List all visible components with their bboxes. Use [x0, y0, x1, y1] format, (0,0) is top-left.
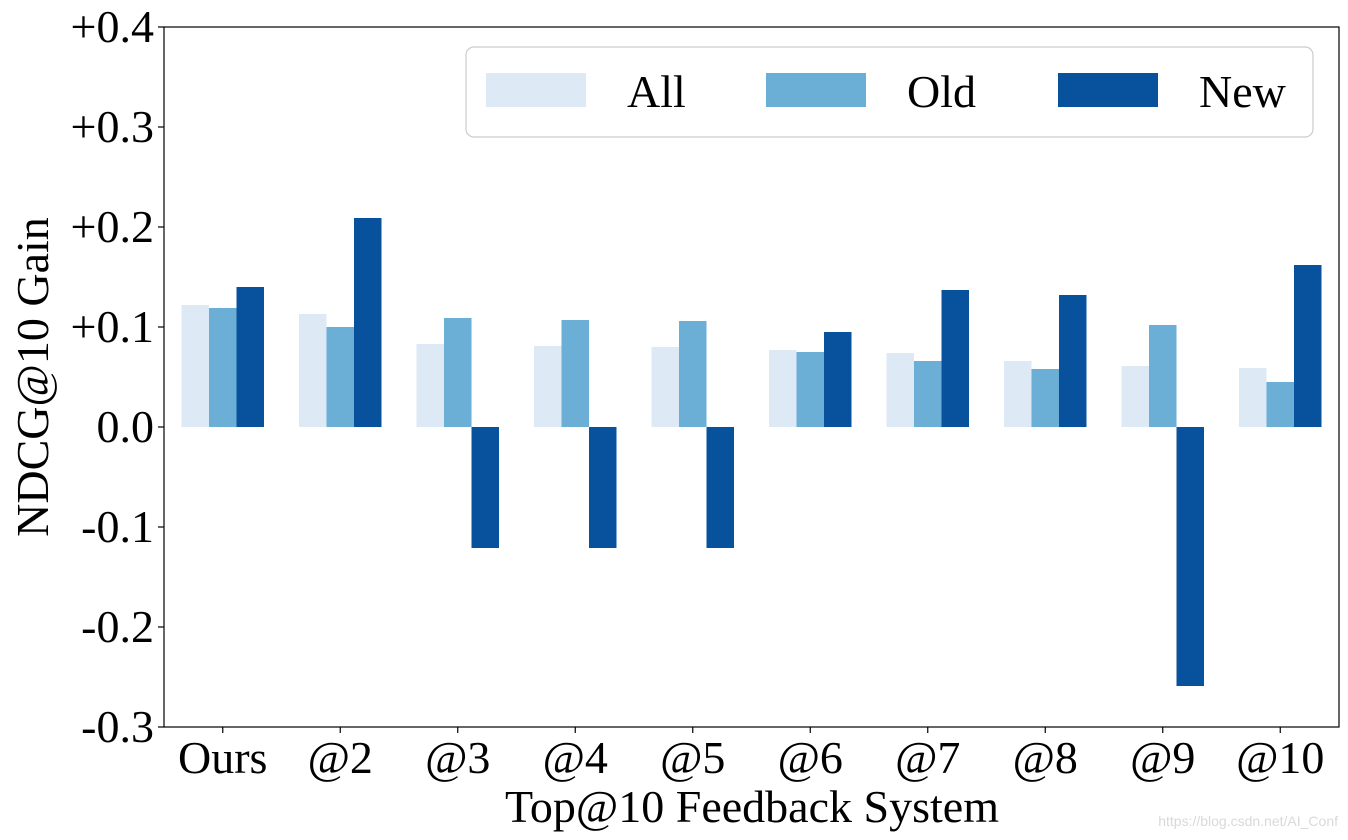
bar-old-at8 — [1031, 369, 1059, 427]
y-tick-label: -0.1 — [81, 501, 154, 552]
bar-old-at9 — [1149, 325, 1177, 427]
legend-items: All Old New — [486, 66, 1287, 117]
y-axis-ticks: +0.4 +0.3 +0.2 +0.1 0.0 -0.1 -0.2 -0.3 — [71, 1, 164, 752]
bar-new-at9 — [1176, 427, 1204, 686]
x-tick-label: @7 — [895, 732, 960, 783]
legend-swatch-new — [1058, 73, 1158, 107]
y-tick-label: -0.3 — [81, 701, 154, 752]
x-tick-label: @6 — [778, 732, 843, 783]
y-tick-label: +0.4 — [71, 1, 154, 52]
bar-old-at5 — [679, 321, 707, 427]
bar-old-at10 — [1266, 382, 1294, 427]
y-tick-label: +0.3 — [71, 101, 154, 152]
bar-all-at6 — [769, 350, 797, 427]
bar-all-at7 — [886, 353, 914, 427]
bar-old-at6 — [796, 352, 824, 427]
x-tick-label: @4 — [543, 732, 608, 783]
x-tick-label: @10 — [1236, 732, 1324, 783]
legend-frame — [465, 46, 1314, 138]
legend-label-old: Old — [907, 66, 976, 117]
bar-new-at4 — [589, 427, 617, 548]
y-tick-label: -0.2 — [81, 601, 154, 652]
y-tick-label: 0.0 — [97, 401, 155, 452]
x-axis-title: Top@10 Feedback System — [505, 781, 999, 832]
y-tick-label: +0.1 — [71, 301, 154, 352]
x-tick-label: @8 — [1013, 732, 1078, 783]
bar-new-ours — [236, 287, 264, 427]
bar-all-at8 — [1004, 361, 1032, 427]
x-tick-label: Ours — [178, 732, 267, 783]
bar-old-ours — [209, 308, 237, 427]
watermark-text: https://blog.csdn.net/AI_Conf — [1158, 813, 1338, 829]
legend-swatch-old — [766, 73, 866, 107]
x-tick-label: @2 — [308, 732, 373, 783]
bar-new-at2 — [354, 218, 382, 427]
x-tick-label: @3 — [425, 732, 490, 783]
bar-all-at10 — [1239, 368, 1267, 427]
bar-new-at10 — [1294, 265, 1322, 427]
bar-all-at5 — [651, 347, 679, 427]
bar-new-at3 — [471, 427, 499, 548]
x-axis-ticks: Ours @2 @3 @4 @5 @6 @7 @8 @9 @10 — [178, 727, 1324, 783]
bar-new-at5 — [706, 427, 734, 548]
bar-new-at6 — [824, 332, 852, 427]
bar-all-at2 — [299, 314, 327, 427]
bar-all-ours — [181, 305, 209, 427]
plot-frame — [163, 26, 1340, 728]
x-tick-label: @9 — [1130, 732, 1195, 783]
bar-new-at7 — [941, 290, 969, 427]
bar-all-at4 — [534, 346, 562, 427]
axes-layer — [163, 26, 1340, 728]
bar-old-at3 — [444, 318, 472, 427]
legend-label-new: New — [1199, 66, 1287, 117]
bar-new-at8 — [1059, 295, 1087, 427]
bar-all-at9 — [1121, 366, 1149, 427]
bar-old-at4 — [561, 320, 589, 427]
y-tick-label: +0.2 — [71, 201, 154, 252]
legend: All Old New — [465, 46, 1314, 138]
bar-old-at2 — [326, 327, 354, 427]
legend-swatch-all — [486, 73, 586, 107]
bar-all-at3 — [416, 344, 444, 427]
x-tick-label: @5 — [660, 732, 725, 783]
bars-layer — [181, 218, 1322, 686]
bar-old-at7 — [914, 361, 942, 427]
legend-label-all: All — [627, 66, 686, 117]
y-axis-title: NDCG@10 Gain — [7, 217, 58, 537]
